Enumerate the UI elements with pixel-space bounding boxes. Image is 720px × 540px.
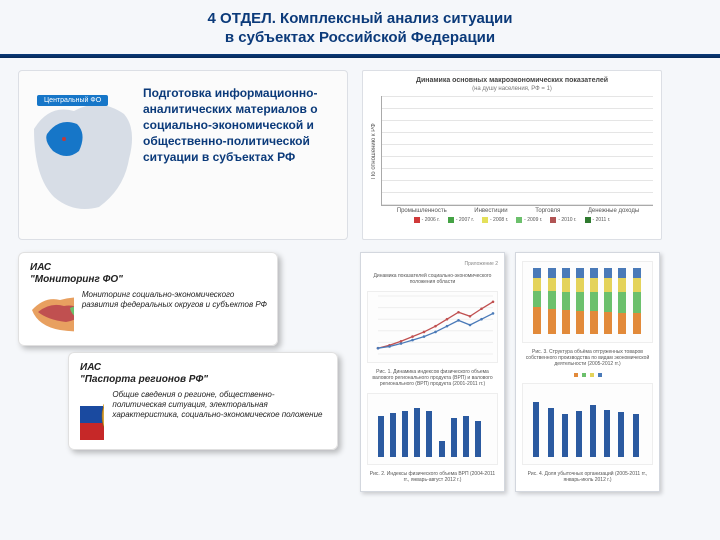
sheet1-chartA-title: Динамика показателей социально-экономиче… bbox=[367, 273, 498, 285]
ias-monitoring-card: ИАС "Мониторинг ФО" Мониторинг социально… bbox=[18, 252, 278, 346]
sheet1-chartB-caption: Рис. 2. Индексы физического объема ВРП (… bbox=[367, 471, 498, 483]
map-highlight-label: Центральный ФО bbox=[37, 95, 108, 106]
main-chart-ylabel: По отношению к РФ bbox=[371, 96, 377, 206]
sheet2-stacked-chart bbox=[522, 261, 653, 343]
russia-map-icon bbox=[29, 89, 139, 219]
sheet1-bar-chart bbox=[367, 393, 498, 465]
sheet1-line-chart bbox=[367, 291, 498, 363]
header-line1: 4 ОТДЕЛ. Комплексный анализ ситуации bbox=[0, 10, 720, 29]
main-chart: Динамика основных макроэкономических пок… bbox=[362, 70, 662, 240]
ias-a-desc: Мониторинг социально-экономического разв… bbox=[82, 290, 268, 336]
ias-passports-card: ИАС "Паспорта регионов РФ" Общие сведени… bbox=[68, 352, 338, 450]
row-top: Центральный ФО Подготовка информационно-… bbox=[0, 70, 720, 240]
ias-b-title: ИАС "Паспорта регионов РФ" bbox=[80, 362, 328, 386]
main-chart-xaxis: ПромышленностьИнвестицииТорговляДенежные… bbox=[383, 208, 653, 214]
header-rule bbox=[0, 54, 720, 58]
main-chart-plot bbox=[381, 96, 653, 206]
russian-emblem-icon bbox=[80, 390, 104, 440]
sheet2-chartB-caption: Рис. 4. Доля убыточных организаций (2005… bbox=[522, 471, 653, 483]
map-card-text: Подготовка информационно-аналитических м… bbox=[143, 85, 337, 166]
ias-a-title: ИАС "Мониторинг ФО" bbox=[30, 262, 268, 286]
header-line2: в субъектах Российской Федерации bbox=[0, 29, 720, 48]
sheet2-bar-chart bbox=[522, 383, 653, 465]
sheet1-toplabel: Приложение 2 bbox=[367, 261, 498, 267]
ias-b-desc: Общие сведения о регионе, общественно-по… bbox=[112, 390, 328, 440]
header-title: 4 ОТДЕЛ. Комплексный анализ ситуации в с… bbox=[0, 0, 720, 54]
main-chart-legend: - 2006 г. - 2007 г. - 2008 г. - 2009 г. … bbox=[371, 217, 653, 223]
map-card: Центральный ФО Подготовка информационно-… bbox=[18, 70, 348, 240]
main-chart-title: Динамика основных макроэкономических пок… bbox=[371, 77, 653, 84]
sheet-1: Приложение 2 Динамика показателей социал… bbox=[360, 252, 505, 492]
main-chart-subtitle: (на душу населения, РФ = 1) bbox=[371, 86, 653, 92]
sheet1-chartA-caption: Рис. 1. Динамика индексов физического об… bbox=[367, 369, 498, 387]
right-column: Приложение 2 Динамика показателей социал… bbox=[360, 252, 660, 492]
sheet2-stacked-legend bbox=[522, 373, 653, 377]
row-bottom: ИАС "Мониторинг ФО" Мониторинг социально… bbox=[0, 240, 720, 492]
thumb-map-icon bbox=[30, 290, 74, 336]
left-column: ИАС "Мониторинг ФО" Мониторинг социально… bbox=[18, 252, 348, 492]
sheet-2: Рис. 3. Структура объёма отгруженных тов… bbox=[515, 252, 660, 492]
sheet2-chartA-caption: Рис. 3. Структура объёма отгруженных тов… bbox=[522, 349, 653, 367]
